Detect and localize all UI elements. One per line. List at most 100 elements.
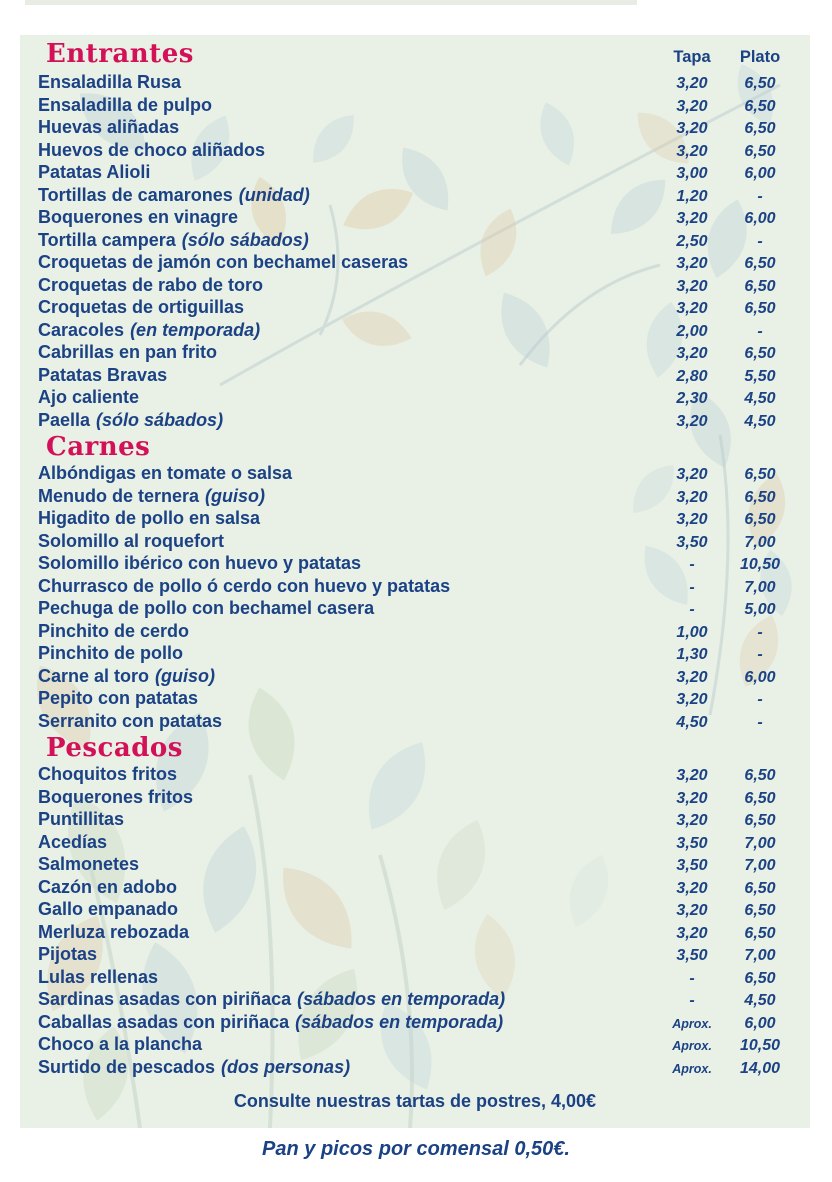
menu-item-row: Patatas Alioli 3,00 6,00: [20, 162, 810, 185]
item-plato-price: 6,50: [744, 97, 776, 115]
item-tapa-price: 1,00: [676, 623, 708, 641]
item-plato-price: -: [757, 232, 763, 250]
bread-note: Pan y picos por comensal 0,50€.: [262, 1138, 570, 1160]
item-tapa-price: 3,20: [676, 511, 708, 528]
item-note: (guiso): [205, 485, 266, 506]
section-title: Entrantes: [46, 39, 194, 69]
item-name: Huevos de choco aliñados: [38, 139, 266, 160]
item-name: Tortillas de camarones (unidad): [38, 184, 310, 205]
item-tapa-price: 3,50: [676, 533, 708, 551]
item-plato-price: 6,50: [744, 277, 776, 295]
item-plato-price: 6,00: [744, 165, 776, 182]
item-plato-price: 6,50: [744, 767, 776, 784]
item-name: Huevas aliñadas: [38, 117, 180, 137]
menu-item-row: Choco a la plancha Aprox. 10,50: [20, 1034, 810, 1057]
item-name: Carne al toro (guiso): [38, 665, 216, 686]
menu-item-row: Croquetas de rabo de toro 3,20 6,50: [20, 275, 810, 298]
item-tapa-price: 3,20: [676, 488, 708, 506]
item-tapa-price: 3,20: [676, 789, 708, 807]
item-tapa-price: 3,20: [676, 255, 708, 272]
item-name: Ensaladilla Rusa: [38, 72, 182, 92]
item-name: Patatas Bravas: [38, 364, 168, 385]
item-tapa-price: 3,20: [676, 300, 708, 317]
item-note: (sábados en temporada): [295, 1011, 504, 1032]
menu-item-row: Pepito con patatas 3,20 -: [20, 688, 810, 711]
item-tapa-price: 1,20: [676, 187, 708, 205]
item-name: Salmonetes: [38, 854, 140, 874]
item-name: Boquerones fritos: [38, 786, 194, 807]
item-name: Croquetas de jamón con bechamel caseras: [38, 252, 409, 272]
item-tapa-price: Aprox.: [672, 1061, 712, 1076]
item-name: Menudo de ternera (guiso): [38, 485, 266, 506]
item-tapa-price: 2,80: [676, 367, 708, 385]
item-name: Pinchito de pollo: [38, 643, 183, 663]
item-plato-price: -: [757, 623, 763, 641]
item-tapa-price: 2,00: [676, 322, 708, 340]
menu-item-row: Carne al toro (guiso) 3,20 6,00: [20, 666, 810, 689]
item-note: (sólo sábados): [181, 229, 309, 250]
item-plato-price: 7,00: [744, 578, 776, 596]
item-plato-price: 6,00: [744, 668, 776, 686]
item-tapa-price: 3,20: [676, 142, 708, 160]
item-plato-price: -: [757, 322, 763, 340]
item-name: Solomillo al roquefort: [38, 530, 225, 551]
item-note: (guiso): [155, 665, 216, 686]
item-name: Croquetas de rabo de toro: [38, 274, 264, 295]
item-tapa-price: 3,50: [676, 834, 708, 852]
section-title: Pescados: [46, 733, 183, 763]
item-plato-price: 6,50: [744, 75, 776, 92]
menu-item-row: Caballas asadas con piriñaca (sábados en …: [20, 1012, 810, 1035]
item-tapa-price: 3,20: [676, 691, 708, 708]
item-plato-price: 4,50: [744, 390, 776, 407]
item-plato-price: -: [757, 646, 763, 663]
menu-item-row: Solomillo al roquefort 3,50 7,00: [20, 531, 810, 554]
item-name: Pechuga de pollo con bechamel casera: [38, 598, 375, 618]
item-note: (dos personas): [221, 1056, 351, 1077]
item-plato-price: 6,50: [744, 812, 776, 829]
item-plato-price: 6,50: [744, 466, 776, 483]
menu-content: Entrantes Tapa Plato Ensaladilla Rusa 3,2…: [20, 35, 810, 1112]
item-tapa-price: 3,20: [676, 277, 708, 295]
item-plato-price: 5,50: [744, 367, 776, 385]
item-name: Cazón en adobo: [38, 876, 177, 897]
item-plato-price: 6,50: [744, 255, 776, 272]
menu-item-row: Patatas Bravas 2,80 5,50: [20, 365, 810, 388]
item-name: Pinchito de cerdo: [38, 620, 190, 641]
item-tapa-price: 3,20: [676, 120, 708, 137]
menu-item-row: Pijotas 3,50 7,00: [20, 944, 810, 967]
menu-item-row: Cazón en adobo 3,20 6,50: [20, 877, 810, 900]
section-title: Carnes: [46, 432, 151, 462]
menu-item-row: Churrasco de pollo ó cerdo con huevo y p…: [20, 576, 810, 599]
item-name: Tortilla campera (sólo sábados): [38, 229, 309, 250]
item-name: Paella (sólo sábados): [38, 409, 224, 430]
item-tapa-price: -: [689, 601, 695, 618]
item-name: Caracoles (en temporada): [38, 319, 261, 340]
menu-header-row: Entrantes Tapa Plato: [20, 39, 810, 72]
item-plato-price: 6,50: [744, 789, 776, 807]
item-plato-price: -: [757, 713, 763, 731]
item-name: Acedías: [38, 831, 108, 852]
menu-item-row: Huevas aliñadas 3,20 6,50: [20, 117, 810, 140]
item-tapa-price: 2,50: [676, 232, 708, 250]
item-tapa-price: -: [689, 578, 695, 596]
item-plato-price: 6,00: [744, 210, 776, 227]
top-edge-artifact: [25, 0, 637, 5]
item-tapa-price: 3,20: [676, 75, 708, 92]
menu-item-row: Solomillo ibérico con huevo y patatas - 10…: [20, 553, 810, 576]
item-tapa-price: 3,20: [676, 924, 708, 942]
column-header-tapa: Tapa: [673, 48, 711, 66]
item-name: Choquitos fritos: [38, 764, 177, 784]
menu-item-row: Salmonetes 3,50 7,00: [20, 854, 810, 877]
menu-item-row: Ensaladilla Rusa 3,20 6,50: [20, 72, 810, 95]
item-name: Lulas rellenas: [38, 966, 159, 987]
item-plato-price: 7,00: [744, 857, 776, 874]
item-tapa-price: 3,20: [676, 97, 708, 115]
item-tapa-price: 3,00: [676, 165, 708, 182]
menu-item-row: Sardinas asadas con piriñaca (sábados en …: [20, 989, 810, 1012]
item-plato-price: -: [757, 691, 763, 708]
item-plato-price: 6,00: [744, 1014, 776, 1032]
item-plato-price: 6,50: [744, 511, 776, 528]
menu-item-row: Pinchito de pollo 1,30 -: [20, 643, 810, 666]
item-plato-price: 6,50: [744, 902, 776, 919]
menu-item-row: Acedías 3,50 7,00: [20, 832, 810, 855]
